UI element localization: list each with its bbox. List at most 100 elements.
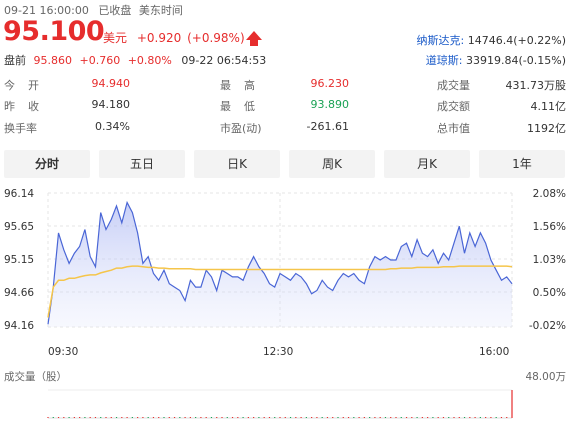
volume-bar — [274, 417, 276, 418]
volume-bar — [210, 417, 213, 418]
y-tick-label: 94.66 — [4, 287, 35, 299]
x-tick-label: 09:30 — [48, 346, 79, 358]
volume-bar — [279, 417, 281, 418]
volume-bar — [442, 417, 445, 418]
tab-weekly-k[interactable]: 周K — [289, 150, 375, 178]
premarket-line: 盘前 95.860 +0.760 +0.80% 09-22 06:54:53 — [4, 52, 266, 68]
volume-bar — [115, 417, 118, 418]
y-tick-label: 95.15 — [4, 254, 35, 266]
volume-bar — [105, 417, 107, 418]
prev-close-label: 昨 收 — [4, 100, 40, 113]
volume-bar — [284, 417, 286, 418]
volume-bar — [506, 417, 508, 418]
volume-bar — [179, 417, 181, 418]
volume-bar — [400, 417, 402, 418]
volume-bar — [89, 417, 91, 418]
volume-bar — [326, 417, 329, 418]
dow-label[interactable]: 道琼斯: — [425, 54, 463, 67]
volume-bar — [384, 417, 387, 418]
x-tick-label: 16:00 — [479, 346, 510, 358]
turnover-value: 0.34% — [95, 120, 130, 133]
premarket-change: +0.760 — [79, 54, 121, 67]
volume-bar — [189, 417, 191, 418]
volume-bar — [321, 417, 323, 418]
nasdaq-quote[interactable]: 纳斯达克: 14746.4(+0.22%) — [417, 32, 566, 48]
volume-bar — [131, 417, 133, 418]
volume-bar — [463, 417, 466, 418]
open-value: 94.940 — [91, 77, 131, 90]
dow-quote[interactable]: 道琼斯: 33919.84(-0.15%) — [426, 52, 566, 68]
volume-bar — [237, 417, 239, 418]
amount-value: 4.11亿 — [530, 100, 567, 113]
volume-bar — [353, 417, 355, 418]
volume-bar — [437, 417, 439, 418]
volume-bar — [147, 417, 149, 418]
pct-tick-label: 2.08% — [532, 188, 566, 200]
timezone: 美东时间 — [138, 4, 183, 17]
volume-bar — [205, 417, 207, 418]
premarket-pct: +0.80% — [127, 54, 172, 67]
mktcap-value: 1192亿 — [527, 122, 566, 135]
volume-bar — [369, 417, 371, 418]
volume-bar — [511, 390, 513, 418]
volume-bar — [52, 417, 54, 418]
volume-bar — [173, 417, 176, 418]
volume-bar — [390, 417, 392, 418]
volume-bar — [374, 417, 376, 418]
tab-intraday[interactable]: 分时 — [4, 150, 90, 178]
tab-monthly-k[interactable]: 月K — [384, 150, 470, 178]
pct-tick-label: 0.50% — [532, 287, 566, 299]
volume-bar — [84, 417, 86, 418]
volume-bar — [300, 417, 302, 418]
volume-bar — [126, 417, 128, 418]
price-line — [47, 200, 513, 325]
pe-label: 市盈(动) — [220, 122, 262, 135]
volume-label: 成交量 — [437, 79, 470, 92]
low-label: 最 低 — [220, 100, 256, 113]
tab-daily-k[interactable]: 日K — [194, 150, 280, 178]
tab-one-year[interactable]: 1年 — [479, 150, 565, 178]
volume-value: 431.73万股 — [505, 79, 567, 92]
volume-bar — [405, 417, 408, 418]
volume-bar — [221, 417, 223, 418]
mktcap-label: 总市值 — [437, 122, 470, 135]
volume-bar — [363, 417, 365, 418]
volume-bar — [242, 417, 244, 418]
nasdaq-label[interactable]: 纳斯达克: — [416, 34, 465, 47]
high-label: 最 高 — [220, 79, 256, 92]
volume-bar — [332, 417, 334, 418]
volume-bar — [216, 417, 218, 418]
volume-bar — [268, 417, 271, 418]
volume-bar — [479, 417, 481, 418]
x-tick-label: 12:30 — [263, 346, 294, 358]
volume-bar — [200, 417, 202, 418]
prev-close-value: 94.180 — [91, 98, 131, 111]
last-price: 95.100 — [3, 16, 105, 47]
quote-header-info: 09-21 16:00:00 已收盘 美东时间 — [4, 2, 183, 18]
volume-bar — [453, 417, 455, 418]
pct-tick-label: -0.02% — [528, 320, 566, 332]
volume-bar — [500, 417, 503, 418]
period-tabs: 分时 五日 日K 周K 月K 1年 — [4, 150, 566, 178]
volume-bar — [432, 417, 434, 418]
volume-bar — [168, 417, 170, 418]
premarket-label: 盘前 — [4, 54, 26, 67]
chart-marks — [47, 200, 513, 327]
volume-bar — [342, 417, 344, 418]
datetime: 09-21 16:00:00 — [4, 4, 89, 17]
pct-tick-label: 1.56% — [532, 221, 566, 233]
volume-bar — [495, 417, 497, 418]
volume-max-label: 48.00万 — [525, 371, 566, 383]
volume-bar — [421, 417, 423, 418]
turnover-label: 换手率 — [4, 122, 37, 135]
open-label: 今 开 — [4, 79, 40, 92]
tab-five-day[interactable]: 五日 — [99, 150, 185, 178]
volume-bar — [427, 417, 429, 418]
volume-bar — [79, 417, 81, 418]
y-tick-label: 94.16 — [4, 320, 35, 332]
volume-bar — [47, 417, 49, 418]
volume-bar — [448, 417, 450, 418]
volume-bar — [411, 417, 413, 418]
volume-bar — [231, 417, 234, 418]
